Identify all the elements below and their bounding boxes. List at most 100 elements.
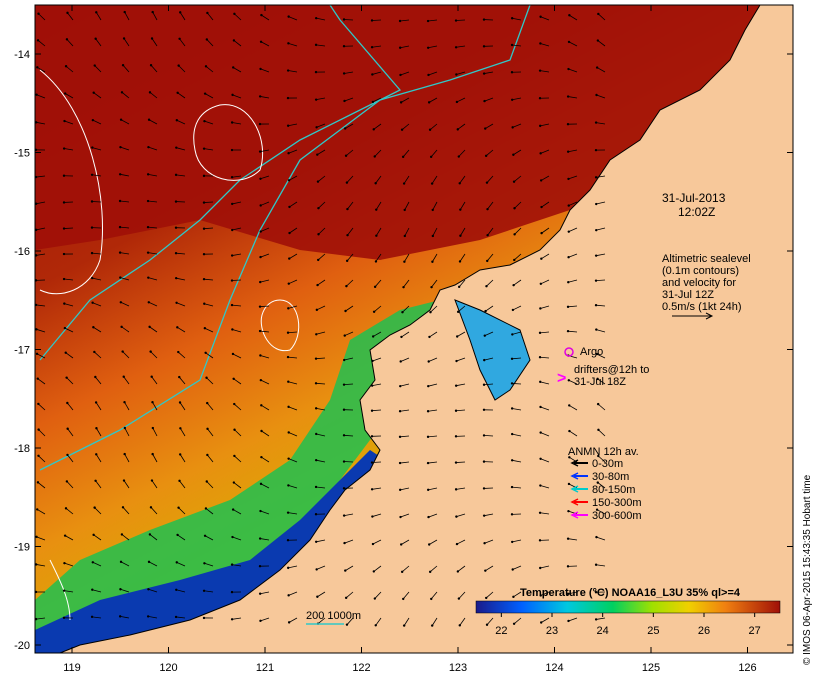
velocity-arrow-head: [594, 176, 598, 179]
velocity-arrow: [428, 435, 438, 438]
velocity-arrow-head: [342, 383, 346, 386]
velocity-arrow-head: [398, 410, 402, 413]
velocity-arrow-head: [486, 259, 489, 263]
sealevel-contour: [260, 299, 300, 352]
velocity-arrow-head: [511, 308, 515, 312]
velocity-arrow: [568, 96, 578, 99]
velocity-arrow-head: [454, 488, 458, 491]
velocity-arrow-head: [428, 335, 431, 339]
velocity-arrow-head: [230, 303, 234, 307]
velocity-arrow-head: [595, 93, 598, 97]
velocity-arrow: [540, 512, 550, 515]
velocity-arrow-head: [36, 377, 39, 380]
velocity-arrow-head: [403, 234, 407, 238]
velocity-arrow-head: [539, 282, 543, 286]
velocity-arrow-head: [288, 231, 291, 235]
velocity-arrow: [36, 564, 46, 567]
velocity-arrow: [316, 123, 326, 128]
velocity-arrow: [92, 561, 102, 567]
velocity-arrow: [512, 44, 522, 47]
velocity-arrow: [345, 305, 354, 312]
velocity-arrow-head: [345, 259, 349, 263]
velocity-arrow: [459, 201, 466, 210]
velocity-arrow-head: [175, 588, 178, 591]
velocity-arrow: [204, 327, 214, 333]
velocity-arrow-head: [539, 405, 542, 409]
velocity-arrow: [514, 227, 522, 235]
velocity-arrow-head: [373, 285, 377, 289]
velocity-arrow: [260, 591, 270, 595]
velocity-arrow: [486, 279, 494, 287]
velocity-arrow-head: [566, 565, 570, 568]
velocity-arrow: [260, 175, 270, 180]
velocity-arrow-head: [430, 597, 433, 601]
velocity-arrow: [455, 461, 466, 463]
velocity-arrow-head: [429, 155, 433, 159]
velocity-arrow: [260, 617, 270, 622]
velocity-arrow: [260, 379, 270, 385]
velocity-arrow: [92, 589, 102, 593]
velocity-arrow-head: [62, 277, 66, 281]
velocity-arrow: [232, 94, 242, 99]
velocity-arrow-head: [375, 208, 378, 211]
velocity-arrow: [596, 67, 606, 73]
velocity-arrow: [124, 401, 130, 411]
velocity-arrow: [232, 201, 242, 205]
velocity-arrow-head: [259, 40, 263, 43]
colorbar-tick-label: 24: [597, 625, 609, 637]
velocity-arrow: [540, 43, 550, 47]
velocity-arrow: [36, 121, 46, 125]
velocity-arrow-head: [35, 328, 38, 331]
velocity-arrow-head: [567, 482, 571, 486]
velocity-arrow: [596, 353, 606, 359]
velocity-arrow: [596, 94, 606, 99]
velocity-arrow-head: [483, 358, 486, 362]
velocity-arrow-head: [456, 310, 460, 314]
velocity-arrow: [260, 201, 270, 206]
velocity-arrow-head: [259, 378, 263, 382]
velocity-arrow-head: [539, 566, 542, 570]
velocity-arrow: [207, 12, 214, 21]
velocity-arrow: [457, 305, 466, 313]
velocity-arrow-head: [150, 375, 153, 378]
velocity-arrow: [179, 12, 186, 21]
velocity-arrow-head: [233, 428, 236, 431]
velocity-arrow-head: [454, 409, 458, 412]
velocity-arrow-head: [428, 543, 431, 546]
velocity-arrow-head: [595, 352, 599, 356]
velocity-arrow-head: [174, 200, 178, 203]
velocity-arrow: [288, 591, 298, 596]
velocity-arrow-head: [232, 377, 235, 380]
velocity-arrow: [288, 406, 298, 411]
velocity-arrow: [316, 17, 326, 21]
velocity-arrow: [345, 565, 354, 571]
velocity-arrow-head: [147, 145, 150, 149]
velocity-arrow-head: [147, 301, 150, 304]
velocity-arrow-head: [567, 204, 570, 207]
velocity-arrow-head: [511, 568, 514, 571]
velocity-arrow-head: [510, 43, 514, 47]
velocity-arrow-head: [175, 146, 178, 149]
velocity-arrow-head: [287, 179, 291, 182]
velocity-arrow-head: [456, 128, 459, 131]
velocity-arrow-head: [174, 276, 178, 280]
velocity-arrow-head: [230, 176, 234, 179]
colorbar-tick-label: 23: [546, 625, 558, 637]
velocity-arrow: [511, 383, 522, 385]
longitude-axis: 119 120 121 122 123 124 125 126: [63, 5, 757, 674]
velocity-arrow: [483, 383, 494, 386]
velocity-arrow: [344, 71, 354, 74]
velocity-arrow-head: [426, 19, 430, 23]
velocity-arrow-head: [258, 592, 262, 595]
velocity-arrow-head: [178, 37, 181, 41]
velocity-arrow-head: [539, 431, 542, 434]
velocity-arrow: [94, 507, 102, 515]
velocity-arrow-head: [119, 560, 123, 564]
velocity-arrow: [400, 45, 410, 49]
velocity-arrow-head: [426, 410, 430, 413]
velocity-arrow: [372, 71, 382, 75]
velocity-arrow: [456, 513, 466, 517]
velocity-arrow: [151, 480, 158, 489]
velocity-arrow-head: [62, 616, 66, 620]
velocity-arrow: [512, 305, 522, 311]
